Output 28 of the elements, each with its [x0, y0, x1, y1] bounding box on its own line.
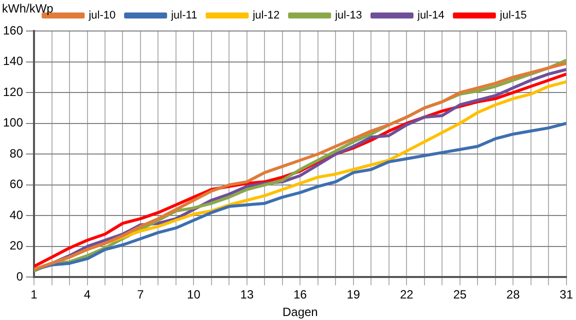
- x-tick-label: 7: [137, 288, 144, 302]
- y-tick-label: 60: [10, 177, 24, 192]
- x-tick-label: 22: [400, 288, 414, 302]
- x-tick-label: 4: [84, 288, 91, 302]
- y-tick-label: 140: [2, 54, 24, 68]
- x-tick-label: 16: [293, 288, 308, 302]
- x-tick-label: 10: [187, 288, 201, 302]
- x-tick-label: 19: [346, 288, 360, 302]
- x-axis-title: Dagen: [282, 305, 318, 320]
- x-tick-label: 31: [560, 288, 574, 302]
- legend-label: jul-14: [416, 10, 444, 22]
- legend-label: jul-11: [170, 10, 198, 22]
- y-tick-label: 40: [10, 208, 24, 222]
- x-tick-label: 1: [30, 288, 38, 302]
- legend-label: jul-13: [334, 10, 362, 22]
- y-tick-label: 100: [2, 116, 24, 130]
- y-tick-label: 0: [16, 270, 24, 284]
- y-tick-label: 20: [10, 238, 24, 253]
- y-axis-title: kWh/kWp: [2, 1, 54, 16]
- legend-label: jul-12: [252, 10, 280, 22]
- legend-label: jul-15: [498, 10, 527, 22]
- y-tick-label: 80: [10, 146, 24, 160]
- y-tick-label: 160: [2, 23, 24, 38]
- x-tick-label: 25: [453, 288, 467, 302]
- y-tick-label: 120: [2, 84, 24, 99]
- x-tick-label: 28: [506, 288, 520, 302]
- legend-label: jul-10: [88, 10, 116, 22]
- x-tick-label: 13: [240, 288, 254, 302]
